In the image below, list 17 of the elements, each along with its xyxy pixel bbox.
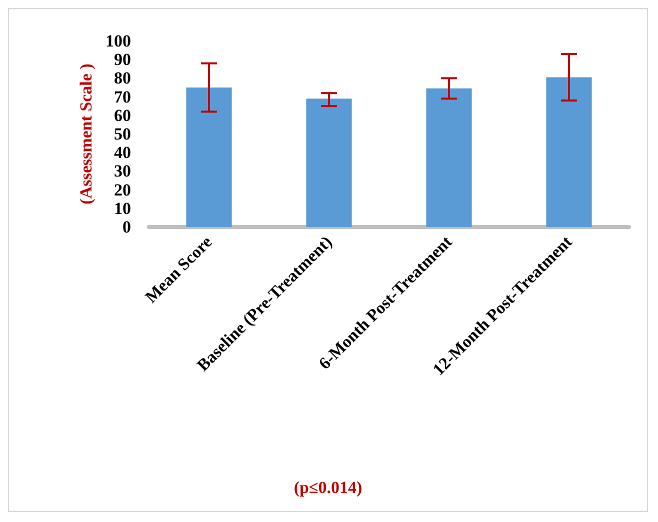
y-tick-label: 30: [114, 162, 131, 181]
bar: [426, 88, 472, 227]
text: (p≤0.014): [294, 478, 362, 497]
y-tick-label: 0: [122, 218, 131, 236]
y-tick-label: 10: [114, 198, 131, 218]
y-tick-label: 70: [114, 87, 131, 106]
bar: [186, 88, 232, 227]
y-tick-label: 100: [106, 32, 131, 50]
y-tick-label: 80: [114, 68, 131, 88]
y-tick-label: 40: [114, 143, 131, 162]
y-tick-label: 90: [114, 50, 131, 70]
bar: [306, 98, 352, 227]
y-tick-label: 50: [114, 124, 131, 144]
y-tick-label: 20: [114, 180, 131, 200]
bar: [546, 77, 592, 227]
y-axis-title: (Assessment Scale ): [76, 64, 96, 204]
y-tick-label: 60: [114, 106, 131, 125]
